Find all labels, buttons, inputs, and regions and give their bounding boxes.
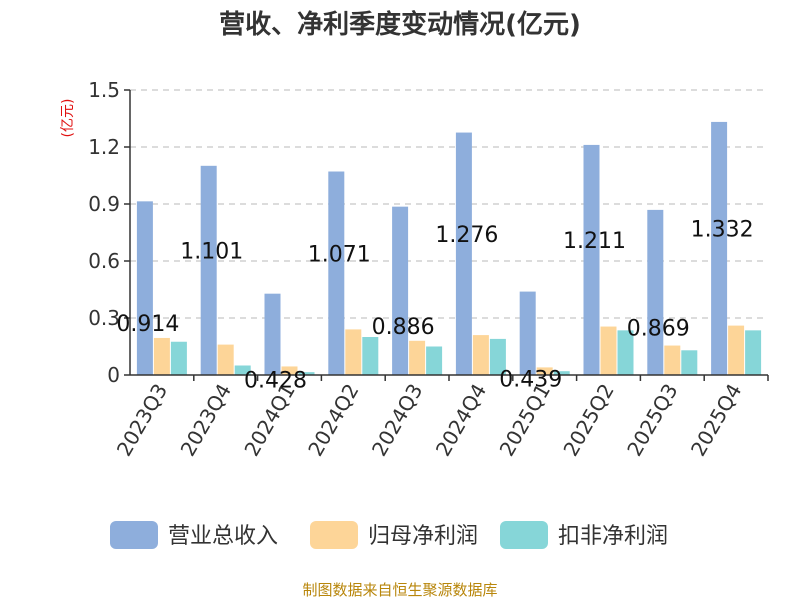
bar-2025Q2-series-0 — [583, 144, 600, 375]
bar-2025Q3-series-0 — [647, 209, 664, 375]
bar-2025Q3-series-2 — [681, 350, 698, 375]
data-label-2024Q2: 1.071 — [308, 242, 371, 267]
y-axis-unit-label: (亿元) — [60, 99, 76, 138]
x-tick-label: 2025Q2 — [558, 380, 618, 461]
bar-2025Q2-series-2 — [617, 330, 634, 375]
y-tick-label: 0.6 — [88, 249, 120, 273]
bar-2025Q4-series-1 — [728, 325, 745, 375]
y-tick-label: 1.5 — [88, 78, 120, 102]
legend-label-0: 营业总收入 — [168, 524, 278, 549]
grid-lines — [130, 89, 768, 319]
data-source-note: 制图数据来自恒生聚源数据库 — [302, 581, 497, 599]
bar-2024Q2-series-0 — [328, 171, 345, 375]
x-tick-label: 2024Q4 — [431, 380, 491, 461]
data-label-2024Q1: 0.428 — [244, 368, 307, 393]
data-label-2025Q4: 1.332 — [691, 217, 754, 242]
data-label-2023Q3: 0.914 — [116, 312, 179, 337]
legend: 营业总收入 归母净利润 扣非净利润 — [110, 521, 668, 549]
bar-2024Q2-series-1 — [345, 329, 362, 375]
bar-2023Q4-series-0 — [200, 165, 217, 375]
bar-2024Q4-series-1 — [472, 335, 489, 375]
x-tick-label: 2025Q4 — [686, 380, 746, 461]
bar-2024Q1-series-2 — [298, 372, 315, 375]
bar-2023Q4-series-1 — [217, 344, 234, 375]
y-tick-label: 0.3 — [88, 306, 120, 330]
chart-title: 营收、净利季度变动情况(亿元) — [219, 9, 581, 40]
bar-2025Q1-series-2 — [553, 371, 570, 375]
legend-swatch-0 — [110, 521, 158, 549]
bar-2025Q1-series-1 — [536, 367, 553, 375]
x-tick-label: 2023Q4 — [176, 380, 236, 461]
y-tick-label: 0 — [107, 363, 120, 387]
bar-2025Q4-series-0 — [711, 121, 728, 375]
bar-2025Q3-series-1 — [664, 345, 681, 375]
legend-label-2: 扣非净利润 — [558, 524, 668, 549]
data-label-2025Q2: 1.211 — [563, 229, 626, 254]
data-label-2024Q3: 0.886 — [372, 315, 435, 340]
bar-2024Q4-series-2 — [489, 338, 506, 375]
bar-2024Q3-series-2 — [426, 346, 443, 375]
bar-2024Q2-series-2 — [362, 337, 379, 375]
y-tick-label: 1.2 — [88, 135, 120, 159]
bars — [136, 121, 762, 375]
bar-2024Q3-series-0 — [392, 206, 409, 375]
bar-2024Q4-series-0 — [455, 132, 472, 375]
bar-2025Q2-series-1 — [600, 326, 617, 375]
bar-2025Q1-series-0 — [519, 291, 536, 375]
bar-2023Q3-series-1 — [153, 337, 170, 375]
bar-2024Q3-series-1 — [409, 340, 426, 375]
data-label-2025Q3: 0.869 — [627, 316, 690, 341]
bar-2024Q1-series-0 — [264, 293, 281, 375]
legend-swatch-1 — [310, 521, 358, 549]
bar-2024Q1-series-1 — [281, 366, 298, 375]
x-tick-label: 2024Q2 — [303, 380, 363, 461]
bar-2023Q3-series-0 — [136, 201, 153, 375]
bar-2023Q4-series-2 — [234, 365, 251, 375]
x-tick-label: 2024Q3 — [367, 380, 427, 461]
legend-swatch-2 — [500, 521, 548, 549]
x-tick-label: 2025Q3 — [622, 380, 682, 461]
y-tick-label: 0.9 — [88, 192, 120, 216]
data-label-2023Q4: 1.101 — [180, 239, 243, 264]
data-label-2024Q4: 1.276 — [435, 223, 498, 248]
bar-2023Q3-series-2 — [170, 341, 187, 375]
x-tick-label: 2023Q3 — [112, 380, 172, 461]
bar-2025Q4-series-2 — [745, 330, 762, 375]
data-label-2025Q1: 0.439 — [499, 367, 562, 392]
data-labels: 0.914 1.101 0.428 1.071 0.886 1.276 0.439 1.211… — [116, 217, 753, 393]
legend-label-1: 归母净利润 — [368, 524, 478, 549]
